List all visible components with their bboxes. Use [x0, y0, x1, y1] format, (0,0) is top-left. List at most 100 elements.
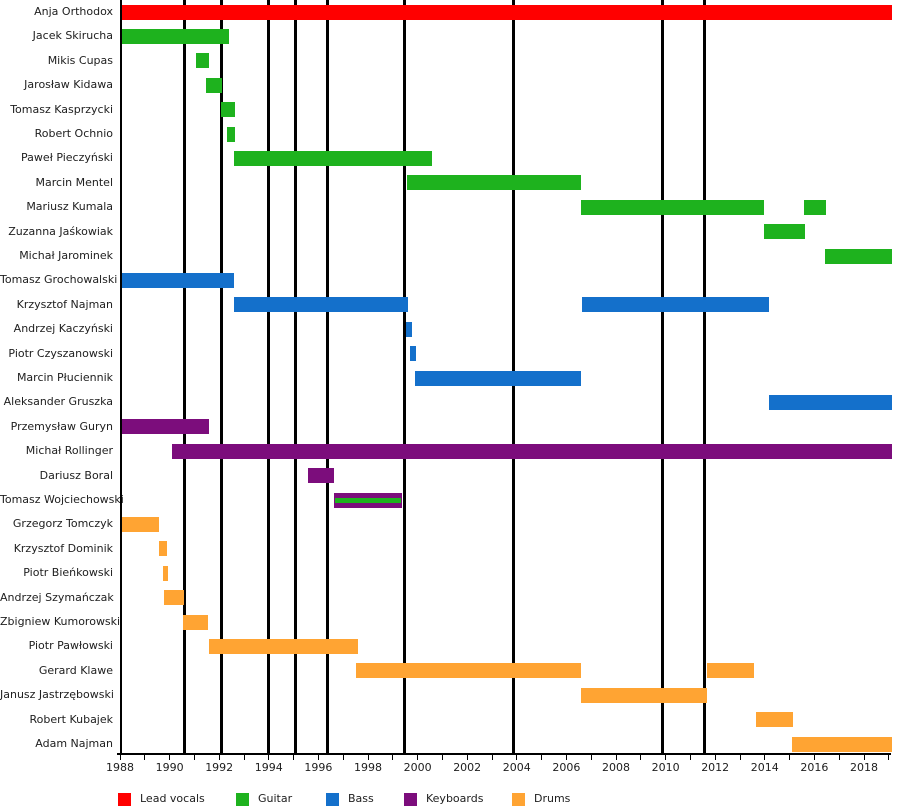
axis-tick [689, 755, 691, 760]
album-marker-line [182, 0, 186, 753]
plot-area [120, 0, 892, 753]
timeline-bar [580, 199, 765, 215]
axis-tick [863, 755, 865, 760]
timeline-bar [764, 224, 806, 240]
axis-tick-label: 2014 [750, 761, 779, 774]
timeline-bar [334, 492, 403, 508]
timeline-bar [122, 516, 160, 532]
axis-tick [466, 755, 468, 760]
legend-swatch [512, 792, 525, 806]
timeline-bar-overlay-stripe [335, 497, 402, 503]
axis-tick [491, 755, 493, 760]
axis-tick [541, 755, 543, 760]
member-label: Paweł Pieczyński [21, 151, 113, 165]
axis-tick [342, 755, 344, 760]
legend-label: Bass [348, 792, 374, 805]
axis-tick [169, 755, 171, 760]
member-label: Tomasz Grochowalski [0, 273, 118, 287]
axis-tick-label: 2016 [800, 761, 829, 774]
member-label: Anja Orthodox [34, 5, 113, 18]
member-label: Robert Ochnio [34, 127, 113, 140]
member-label: Tomasz Wojciechowski [0, 493, 124, 506]
album-marker-line [403, 0, 407, 753]
timeline-bar [221, 102, 235, 118]
legend-item: Guitar [236, 792, 292, 806]
timeline-bar [122, 272, 234, 288]
member-label: Piotr Bieńkowski [23, 566, 113, 580]
timeline-bar [122, 419, 209, 435]
axis-tick [317, 755, 319, 760]
member-label: Marcin Mentel [35, 175, 113, 189]
timeline-bar [159, 541, 167, 557]
legend-swatch [326, 792, 339, 806]
legend-label: Keyboards [426, 792, 484, 805]
axis-tick [193, 755, 195, 760]
member-label: Andrzej Szymańczak [0, 590, 114, 604]
axis-tick-label: 2000 [403, 761, 432, 774]
member-label: Krzysztof Dominik [13, 541, 113, 555]
axis-tick [888, 755, 890, 760]
timeline-bar [407, 175, 581, 191]
member-label: Aleksander Gruszka [3, 395, 113, 409]
legend-label: Lead vocals [140, 792, 205, 805]
member-label: Marcin Płuciennik [16, 371, 113, 384]
timeline-bar [227, 126, 235, 142]
axis-tick [789, 755, 791, 760]
axis-tick [565, 755, 567, 760]
axis-tick-label: 2012 [701, 761, 730, 774]
axis-tick [367, 755, 369, 760]
axis-tick-label: 2010 [651, 761, 680, 774]
legend-label: Drums [534, 792, 571, 805]
axis-tick [417, 755, 419, 760]
member-label: Robert Kubajek [29, 712, 113, 726]
timeline-bar [122, 4, 892, 20]
timeline-bar [171, 443, 892, 459]
legend-swatch [404, 792, 417, 806]
axis-tick [838, 755, 840, 760]
member-label: Mikis Cupas [47, 53, 113, 67]
x-axis-line [117, 753, 891, 755]
timeline-bar [233, 297, 409, 313]
axis-tick [119, 755, 121, 760]
axis-tick-label: 1988 [106, 761, 134, 774]
member-label: Mariusz Kumala [26, 200, 113, 214]
member-label: Gerard Klawe [38, 663, 113, 677]
album-marker-line [266, 0, 270, 753]
timeline-bar [707, 663, 755, 679]
axis-tick-label: 1990 [155, 761, 184, 774]
timeline-bar [182, 614, 208, 630]
album-marker-line [661, 0, 665, 753]
member-label: Zbigniew Kumorowski [0, 615, 121, 628]
axis-tick [590, 755, 592, 760]
axis-tick [764, 755, 766, 760]
legend-item: Bass [326, 792, 374, 806]
timeline-bar [825, 248, 892, 264]
member-label: Krzysztof Najman [16, 297, 113, 311]
axis-tick-label: 1998 [354, 761, 382, 774]
timeline-bar [162, 565, 168, 581]
axis-tick [268, 755, 270, 760]
axis-tick [615, 755, 617, 760]
member-label: Andrzej Kaczyński [13, 322, 113, 336]
member-label: Jacek Skirucha [32, 29, 113, 43]
axis-tick [665, 755, 667, 760]
legend-item: Lead vocals [118, 792, 205, 806]
member-label: Janusz Jastrzębowski [0, 688, 114, 702]
timeline-bar [308, 468, 335, 484]
legend-item: Keyboards [404, 792, 483, 806]
axis-tick [144, 755, 146, 760]
timeline-bar [755, 712, 793, 728]
member-label: Jarosław Kidawa [24, 78, 113, 92]
axis-tick [441, 755, 443, 760]
member-label: Przemysław Guryn [10, 419, 113, 433]
timeline-bar [580, 687, 708, 703]
legend-swatch [236, 792, 249, 806]
axis-tick-label: 1996 [304, 761, 333, 774]
timeline-bar [409, 346, 416, 362]
member-label: Adam Najman [35, 737, 113, 750]
axis-tick-label: 1992 [205, 761, 234, 774]
timeline-bar [791, 736, 892, 752]
timeline-bar [208, 638, 358, 654]
axis-tick [739, 755, 741, 760]
